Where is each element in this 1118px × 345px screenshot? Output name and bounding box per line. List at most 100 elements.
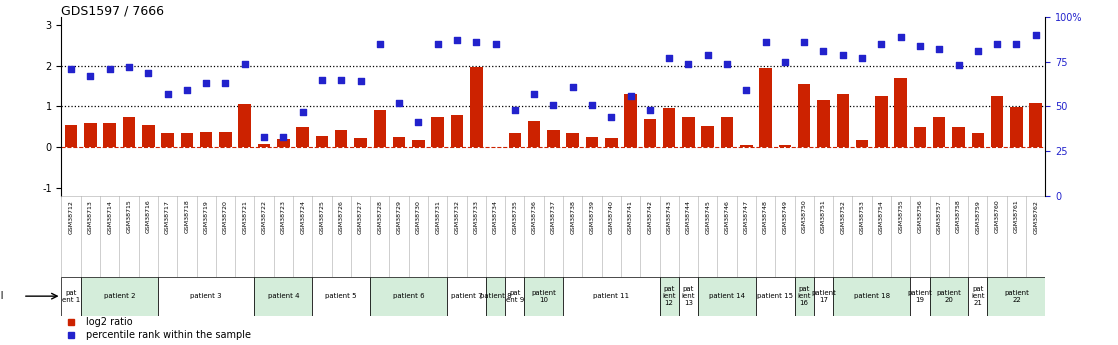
- Text: GSM38758: GSM38758: [956, 200, 961, 234]
- Text: pat
ent 1: pat ent 1: [61, 290, 80, 303]
- Text: GSM38714: GSM38714: [107, 200, 112, 234]
- Text: patient 8: patient 8: [480, 293, 511, 299]
- Point: [159, 91, 177, 97]
- Point: [930, 47, 948, 52]
- Bar: [238, 105, 252, 147]
- Bar: [721, 117, 733, 147]
- Text: patient 3: patient 3: [190, 293, 222, 299]
- Text: GSM38733: GSM38733: [474, 200, 479, 234]
- Text: GSM38760: GSM38760: [995, 200, 999, 234]
- Text: GSM38719: GSM38719: [203, 200, 209, 234]
- FancyBboxPatch shape: [968, 277, 987, 316]
- Text: patient 7: patient 7: [451, 293, 482, 299]
- Point: [140, 70, 158, 75]
- Point: [622, 93, 639, 98]
- Text: GSM38761: GSM38761: [1014, 200, 1018, 234]
- Text: GSM38752: GSM38752: [841, 200, 845, 234]
- Bar: [200, 131, 212, 147]
- Text: GSM38730: GSM38730: [416, 200, 420, 234]
- Text: pat
ient
21: pat ient 21: [972, 286, 985, 306]
- FancyBboxPatch shape: [255, 277, 312, 316]
- Point: [699, 52, 717, 58]
- Bar: [740, 145, 752, 147]
- Text: GSM38756: GSM38756: [918, 200, 922, 234]
- Point: [718, 61, 736, 66]
- Text: GSM38736: GSM38736: [532, 200, 537, 234]
- Point: [1026, 32, 1044, 38]
- Point: [274, 134, 292, 139]
- Point: [178, 88, 196, 93]
- Bar: [65, 125, 77, 147]
- Bar: [605, 138, 617, 147]
- FancyBboxPatch shape: [486, 277, 505, 316]
- Point: [236, 61, 254, 66]
- Bar: [142, 125, 154, 147]
- Text: GSM38712: GSM38712: [68, 200, 74, 234]
- Point: [872, 41, 890, 47]
- Point: [661, 56, 679, 61]
- FancyBboxPatch shape: [563, 277, 660, 316]
- Point: [1007, 41, 1025, 47]
- Bar: [432, 117, 444, 147]
- Point: [603, 115, 620, 120]
- Text: GSM38739: GSM38739: [589, 200, 595, 234]
- Point: [680, 61, 698, 66]
- Text: GSM38753: GSM38753: [860, 200, 864, 234]
- Text: GSM38749: GSM38749: [783, 200, 787, 234]
- Bar: [547, 130, 560, 147]
- Text: patient 11: patient 11: [594, 293, 629, 299]
- Text: GSM38744: GSM38744: [686, 200, 691, 234]
- Point: [409, 120, 427, 125]
- Bar: [644, 119, 656, 147]
- FancyBboxPatch shape: [80, 277, 158, 316]
- Point: [525, 91, 543, 97]
- Bar: [354, 138, 367, 147]
- Point: [467, 39, 485, 45]
- Point: [428, 41, 446, 47]
- Text: GSM38724: GSM38724: [300, 200, 305, 234]
- Bar: [586, 137, 598, 147]
- Text: patient 18: patient 18: [854, 293, 890, 299]
- Text: GSM38734: GSM38734: [493, 200, 498, 234]
- Bar: [663, 108, 675, 147]
- Bar: [181, 133, 193, 147]
- Text: patient
17: patient 17: [811, 290, 836, 303]
- Point: [63, 66, 80, 72]
- Text: patient 5: patient 5: [325, 293, 357, 299]
- Point: [641, 107, 659, 113]
- Text: GSM38716: GSM38716: [145, 200, 151, 234]
- Bar: [1030, 103, 1042, 147]
- Point: [332, 77, 350, 82]
- Point: [82, 73, 100, 79]
- Text: GSM38746: GSM38746: [724, 200, 730, 234]
- FancyBboxPatch shape: [370, 277, 447, 316]
- Text: GSM38740: GSM38740: [609, 200, 614, 234]
- Point: [544, 102, 562, 107]
- Text: GSM38732: GSM38732: [454, 200, 459, 234]
- Bar: [277, 139, 290, 147]
- Bar: [315, 136, 329, 147]
- Point: [101, 66, 119, 72]
- Point: [217, 80, 235, 86]
- Bar: [373, 110, 386, 147]
- Bar: [1011, 107, 1023, 147]
- Text: GSM38755: GSM38755: [898, 200, 903, 234]
- Point: [294, 109, 312, 115]
- Text: GSM38735: GSM38735: [512, 200, 518, 234]
- Text: patient
22: patient 22: [1004, 290, 1029, 303]
- FancyBboxPatch shape: [158, 277, 255, 316]
- Text: GSM38721: GSM38721: [243, 200, 247, 234]
- Bar: [567, 133, 579, 147]
- Point: [313, 77, 331, 82]
- Text: GSM38713: GSM38713: [88, 200, 93, 234]
- Bar: [392, 137, 406, 147]
- Text: GSM38747: GSM38747: [743, 200, 749, 234]
- Point: [563, 84, 581, 90]
- FancyBboxPatch shape: [833, 277, 910, 316]
- Text: patient 4: patient 4: [267, 293, 300, 299]
- Bar: [991, 96, 1003, 147]
- Text: patient 14: patient 14: [709, 293, 745, 299]
- Text: GSM38737: GSM38737: [551, 200, 556, 234]
- Point: [949, 63, 967, 68]
- Bar: [836, 94, 849, 147]
